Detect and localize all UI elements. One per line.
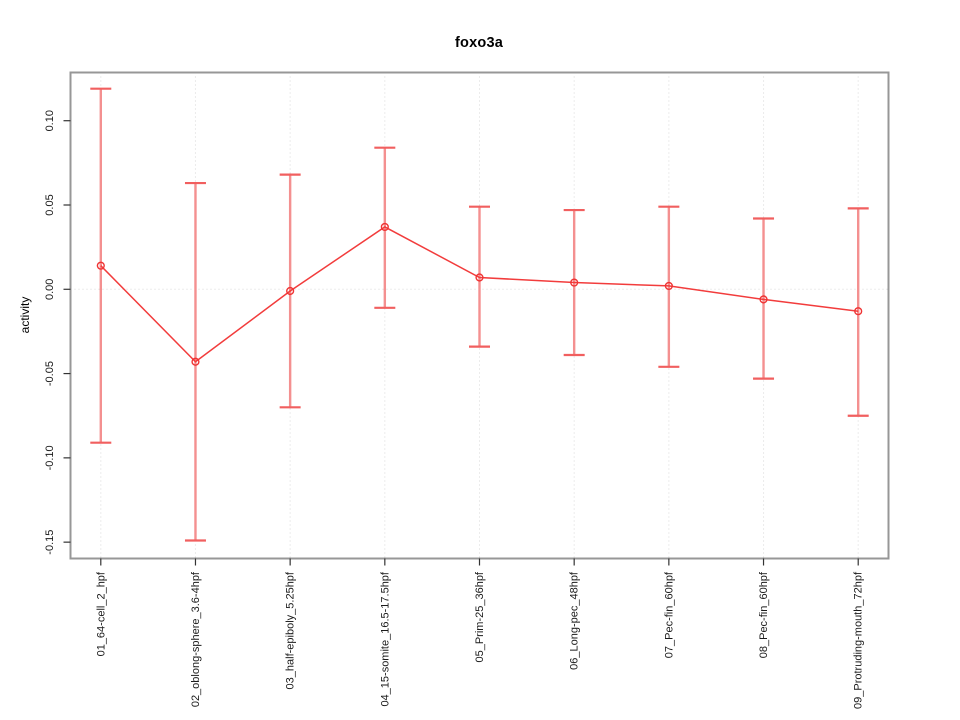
y-tick-label: 0.05	[44, 194, 56, 215]
x-tick-label: 05_Prim-25_36hpf	[474, 571, 486, 662]
x-tick-label: 03_half-epiboly_5.25hpf	[285, 571, 297, 689]
x-tick-label: 02_oblong-sphere_3.6-4hpf	[190, 571, 202, 707]
data-point-marker	[475, 273, 484, 282]
data-point-marker	[570, 278, 579, 287]
x-tick-label: 07_Pec-fin_60hpf	[663, 571, 675, 658]
series-line	[100, 226, 859, 363]
chart-title: foxo3a	[455, 35, 503, 51]
data-point-marker	[191, 357, 200, 366]
data-point-marker	[759, 295, 768, 304]
y-tick-label: -0.10	[44, 445, 56, 470]
data-point-marker	[380, 222, 389, 232]
x-tick-label: 08_Pec-fin_60hpf	[758, 571, 770, 658]
data-point-marker	[854, 307, 863, 316]
y-tick-label: -0.05	[44, 361, 56, 386]
data-point-marker	[286, 286, 295, 296]
x-tick-label: 06_Long-pec_48hpf	[569, 571, 581, 670]
y-tick-label: -0.15	[44, 530, 56, 555]
x-tick-label: 01_64-cell_2_hpf	[95, 571, 107, 656]
x-tick-label: 09_Protruding-mouth_72hpf	[853, 571, 865, 709]
data-point-marker	[96, 261, 105, 270]
y-tick-label: 0.00	[44, 279, 56, 300]
y-axis-label: activity	[18, 296, 32, 334]
y-tick-label: 0.10	[44, 110, 56, 131]
x-tick-label: 04_15-somite_16.5-17.5hpf	[379, 571, 391, 706]
data-point-marker	[664, 281, 673, 291]
